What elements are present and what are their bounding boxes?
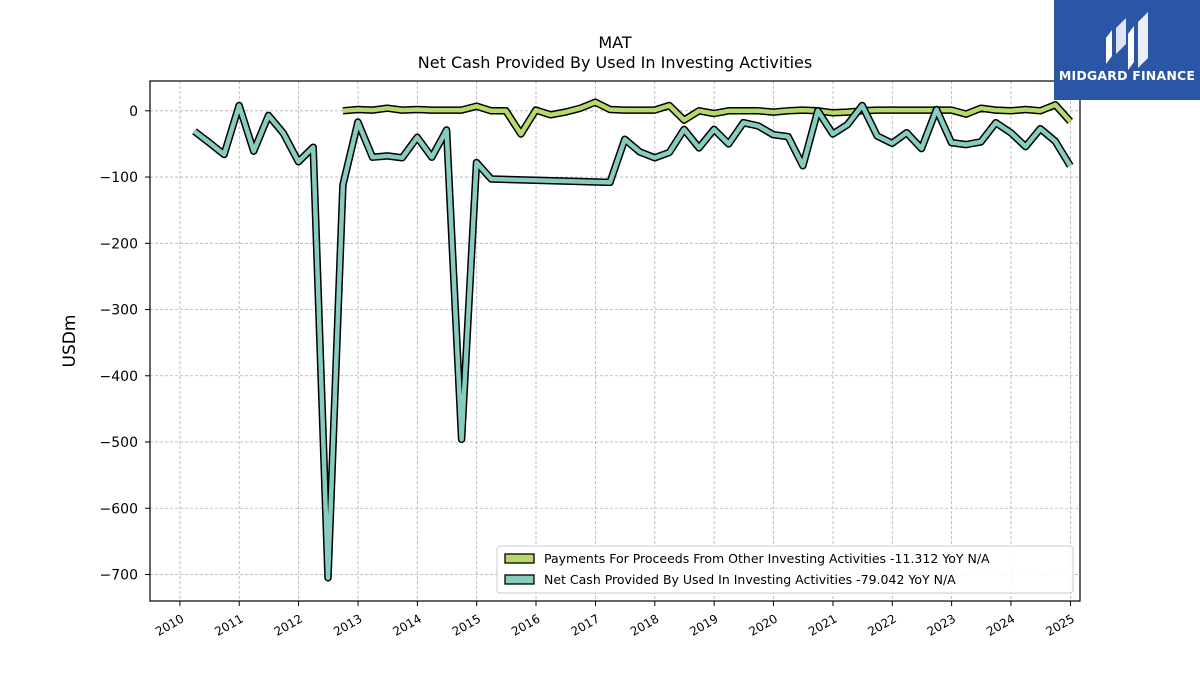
series-lines	[192, 98, 1074, 582]
legend-label-1: Payments For Proceeds From Other Investi…	[544, 551, 990, 566]
y-tick-label: −300	[100, 303, 138, 319]
y-tick-label: −500	[100, 435, 138, 451]
legend-swatch-1	[504, 553, 535, 564]
midgard-finance-logo: MIDGARD FINANCE	[1054, 0, 1200, 100]
legend-box	[496, 545, 1074, 594]
chart-title: MAT	[598, 33, 632, 52]
series-1-line	[342, 99, 1072, 137]
grid-lines	[150, 81, 1080, 601]
y-tick-label: −100	[100, 170, 138, 186]
y-axis-label: USDm	[60, 315, 80, 368]
y-tick-label: 0	[129, 104, 138, 120]
legend-label-2: Net Cash Provided By Used In Investing A…	[544, 572, 956, 587]
legend-swatch-2	[504, 574, 535, 585]
y-tick-label: −700	[100, 568, 138, 584]
y-tick-label: −600	[100, 501, 138, 517]
plot-frame	[149, 80, 1081, 602]
y-tick-label: −200	[100, 236, 138, 252]
y-tick-label: −400	[100, 369, 138, 385]
chart-subtitle: Net Cash Provided By Used In Investing A…	[418, 53, 812, 72]
y-axis: 0 −100 −200 −300 −400 −500 −600 −700	[100, 104, 150, 584]
logo-text: MIDGARD FINANCE	[1058, 68, 1196, 83]
logo-mark-icon	[1106, 12, 1148, 70]
series-2-line	[193, 103, 1073, 581]
legend: Payments For Proceeds From Other Investi…	[496, 545, 1074, 594]
